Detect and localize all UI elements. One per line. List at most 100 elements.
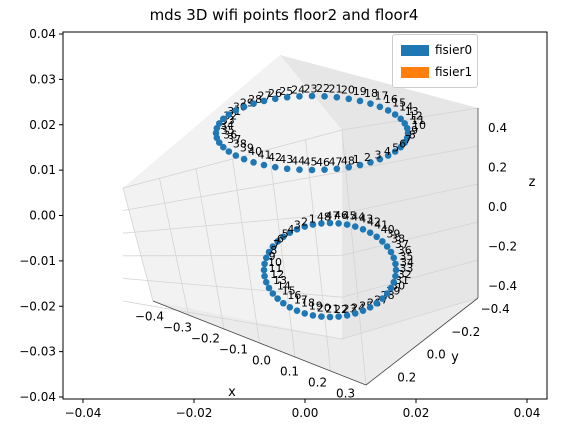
lower-ring-label: 14 [277, 280, 291, 293]
lower-ring-point [286, 229, 294, 237]
legend-entry-fisier0: fisier0 [401, 42, 472, 58]
upper-ring-label: 17 [374, 90, 388, 103]
lower-ring-label: 2 [301, 215, 308, 228]
lower-ring-label: 43 [359, 213, 373, 226]
upper-ring-label: 37 [227, 133, 241, 146]
upper-ring-label: 45 [303, 156, 317, 169]
axis3d-y-tick-label: 0.0 [427, 348, 446, 362]
lower-ring-point [379, 295, 386, 302]
upper-ring-point [376, 155, 384, 163]
lower-ring-point [366, 303, 374, 311]
grid-line [122, 171, 343, 211]
axis3d-z-tick-label: 0.4 [488, 121, 507, 135]
grid-line [341, 183, 479, 214]
axis3d-x-tick-label: −0.4 [135, 309, 164, 323]
grid-line [122, 278, 343, 298]
grid-line [341, 145, 479, 173]
upper-ring-label: 3 [374, 148, 381, 161]
upper-ring-point [283, 93, 291, 101]
lower-ring-label: 8 [270, 244, 277, 257]
lower-ring-point [301, 310, 309, 317]
axis3d-x-tick-label: −0.2 [191, 331, 220, 345]
lower-ring-point [261, 272, 268, 280]
lower-ring-point [359, 225, 367, 233]
upper-ring-point [367, 159, 374, 166]
lower-ring-label: 32 [398, 268, 412, 281]
axis3d-x-tick-label: 0.0 [252, 354, 271, 368]
lower-ring-label: 15 [282, 285, 296, 298]
upper-ring-label: 4 [384, 145, 391, 158]
upper-ring-point [220, 115, 227, 123]
lower-ring-point [318, 313, 325, 320]
lower-ring-label: 34 [400, 256, 414, 269]
upper-ring-point [367, 100, 374, 107]
lower-ring-point [392, 272, 399, 280]
upper-ring-point [391, 111, 399, 118]
upper-ring-label: 15 [392, 96, 406, 109]
upper-ring-label: 40 [248, 145, 262, 158]
axis3d-x-tick-label: 0.2 [308, 376, 327, 390]
outer-y-tick-label: −0.01 [19, 254, 56, 268]
axis3d-x-label: x [228, 385, 236, 400]
upper-ring-point [376, 103, 384, 111]
upper-ring-point [308, 166, 316, 174]
upper-ring-label: 25 [279, 85, 293, 98]
upper-ring-point [240, 103, 248, 111]
lower-ring-label: 33 [399, 262, 413, 275]
grid-line [341, 221, 479, 256]
lower-ring-label: 22 [334, 303, 348, 316]
upper-ring-label: 21 [329, 82, 343, 95]
lower-ring-point [318, 220, 325, 227]
upper-ring-label: 20 [341, 83, 355, 96]
upper-ring-point [283, 165, 291, 173]
lower-ring-label: 41 [374, 219, 388, 232]
upper-ring-point [232, 107, 240, 114]
lower-ring-label: 46 [334, 209, 348, 222]
lower-ring-label: 12 [270, 268, 284, 281]
chart-title: mds 3D wifi points floor2 and floor4 [149, 6, 419, 24]
upper-ring-label: 34 [220, 119, 234, 132]
pane-left [123, 55, 342, 339]
outer-x-tick-label: 0.04 [514, 406, 541, 420]
lower-ring-label: 45 [343, 209, 357, 222]
lower-ring-point [269, 243, 277, 250]
legend-swatch-fisier1 [401, 66, 429, 78]
lower-ring-label: 36 [398, 244, 412, 257]
lower-ring-point [274, 238, 281, 245]
upper-ring-label: 1 [353, 153, 360, 166]
outer-y-tick-label: −0.04 [19, 390, 56, 404]
upper-ring-point [215, 120, 223, 127]
lower-ring-label: 9 [269, 250, 276, 263]
upper-ring-point [240, 155, 248, 163]
upper-ring-point [356, 97, 364, 105]
lower-ring-point [309, 312, 317, 319]
lower-ring-point [286, 303, 294, 311]
lower-ring-point [309, 221, 317, 228]
upper-ring-point [296, 93, 303, 100]
upper-ring-label: 46 [316, 156, 330, 169]
upper-ring-point [345, 163, 353, 171]
upper-ring-point [391, 148, 399, 155]
lower-ring-label: 38 [391, 233, 405, 246]
grid-line [122, 213, 343, 234]
upper-ring-point [333, 165, 341, 173]
lower-ring-point [326, 313, 334, 321]
lower-ring-label: 18 [301, 297, 315, 310]
upper-ring-label: 24 [291, 83, 305, 96]
lower-ring-label: 40 [381, 223, 395, 236]
upper-ring-label: 7 [405, 133, 412, 146]
upper-ring-label: 19 [353, 85, 367, 98]
lower-ring-point [379, 238, 386, 245]
upper-ring-label: 5 [392, 142, 399, 155]
legend: fisier0 fisier1 [392, 34, 478, 88]
lower-ring-point [280, 299, 287, 307]
upper-ring-point [271, 163, 279, 171]
upper-ring-label: 14 [399, 101, 413, 114]
outer-x-tick-label: −0.04 [65, 406, 102, 420]
lower-ring-label: 1 [309, 213, 316, 226]
lower-ring-point [373, 299, 380, 307]
lower-ring-label: 17 [294, 293, 308, 306]
lower-ring-point [293, 225, 301, 233]
lower-ring-label: 44 [351, 211, 365, 224]
lower-ring-point [387, 248, 395, 256]
